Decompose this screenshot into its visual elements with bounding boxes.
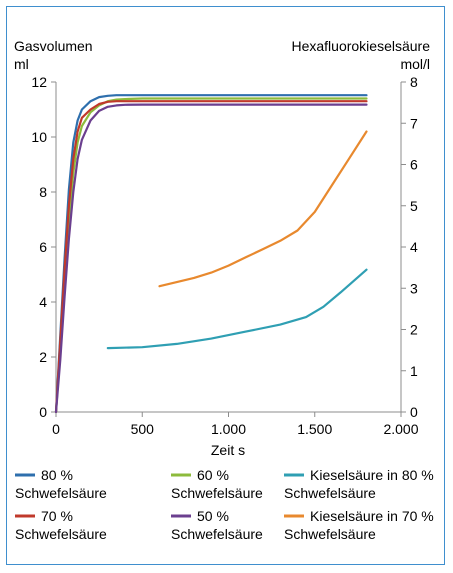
right-axis-tick-label: 1 [410,363,418,379]
series-line-4 [54,103,368,414]
legend-label-1-line1: 60 % [197,467,229,483]
right-axis-label-line2: mol/l [400,56,430,72]
x-axis-tick-label: 1.000 [211,421,246,437]
legend-label-5-line1: Kieselsäure in 70 % [310,508,434,524]
legend: 80 % Schwefelsäure 60 % Schwefelsäure Kiesel… [15,467,434,542]
series-line-3 [54,100,368,414]
legend-label-0-line1: 80 % [41,467,73,483]
left-axis-tick-label: 10 [31,129,47,145]
series-line-0 [54,94,368,414]
legend-label-4-line2: Schwefelsäure [171,526,263,542]
left-axis-label-line2: ml [14,56,29,72]
x-axis-label: Zeit s [211,442,245,458]
chart-frame: Gasvolumen ml Hexafluorokieselsäure mol/… [6,6,445,565]
x-axis-tick-label: 2.000 [383,421,418,437]
series-line-5 [158,130,368,288]
right-axis-tick-label: 3 [410,280,418,296]
x-axis-tick-label: 0 [52,421,60,437]
plot-area [54,94,368,414]
right-axis-tick-label: 7 [410,115,418,131]
right-axis-tick-label: 5 [410,198,418,214]
left-axis-tick-label: 2 [39,349,47,365]
left-axis-tick-label: 0 [39,404,47,420]
left-axis-tick-label: 4 [39,294,47,310]
right-axis-label-line1: Hexafluorokieselsäure [291,38,430,54]
right-axis-tick-label: 8 [410,74,418,90]
right-axis-tick-label: 4 [410,239,418,255]
line-chart: Gasvolumen ml Hexafluorokieselsäure mol/… [14,38,434,542]
left-axis-tick-label: 6 [39,239,47,255]
right-axis-tick-label: 6 [410,157,418,173]
x-axis-tick-label: 1.500 [297,421,332,437]
left-axis-label-line1: Gasvolumen [14,38,93,54]
legend-label-0-line2: Schwefelsäure [15,485,107,501]
right-axis-tick-label: 0 [410,404,418,420]
legend-label-1-line2: Schwefelsäure [171,485,263,501]
right-axis-tick-label: 2 [410,322,418,338]
legend-label-2-line2: Schwefelsäure [284,485,376,501]
left-axis-tick-label: 8 [39,184,47,200]
legend-label-3-line2: Schwefelsäure [15,526,107,542]
left-axis-tick-label: 12 [31,74,47,90]
series-line-1 [54,97,368,414]
legend-label-2-line1: Kieselsäure in 80 % [310,467,434,483]
series-line-2 [106,268,368,350]
legend-label-5-line2: Schwefelsäure [284,526,376,542]
legend-label-4-line1: 50 % [197,508,229,524]
x-axis-tick-label: 500 [131,421,155,437]
legend-label-3-line1: 70 % [41,508,73,524]
